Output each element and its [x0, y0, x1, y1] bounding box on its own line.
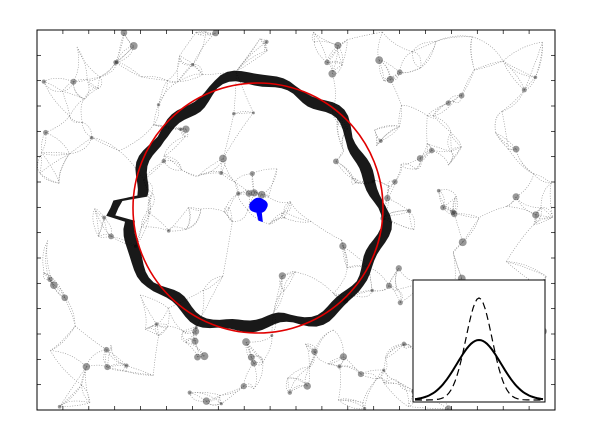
halo	[370, 288, 374, 293]
halo	[156, 103, 161, 107]
halo	[250, 360, 257, 367]
halo	[182, 125, 190, 133]
halo	[82, 362, 91, 371]
halo	[270, 334, 274, 338]
halo	[219, 154, 227, 163]
halo	[395, 265, 402, 272]
inset-solid-curve	[414, 338, 544, 401]
halo	[385, 282, 392, 289]
inset	[412, 279, 546, 403]
halo	[240, 383, 247, 390]
halo	[102, 215, 107, 220]
halo	[339, 242, 347, 250]
halo	[47, 276, 53, 283]
halo	[333, 158, 339, 165]
halo	[232, 112, 236, 116]
halo	[57, 404, 62, 409]
halo	[339, 353, 348, 361]
halo	[401, 341, 407, 347]
halo	[43, 129, 49, 136]
halo	[311, 348, 318, 355]
halo	[384, 194, 391, 202]
halo	[533, 75, 538, 80]
halo	[161, 158, 166, 164]
halo	[357, 371, 364, 378]
halo	[512, 145, 520, 153]
halo	[392, 179, 398, 185]
center-blob	[249, 197, 268, 223]
halo	[444, 405, 452, 410]
halo	[249, 171, 255, 177]
halo	[278, 272, 286, 280]
halo	[440, 204, 446, 211]
halo	[458, 92, 465, 99]
halo	[303, 382, 311, 390]
halo	[190, 63, 195, 67]
halo	[386, 75, 395, 84]
halo	[202, 397, 211, 405]
inset-dashed-curve	[415, 297, 543, 401]
halo	[89, 135, 94, 140]
fit-circle	[132, 82, 384, 334]
halo	[236, 191, 241, 196]
halo	[50, 281, 58, 289]
halo	[103, 346, 110, 353]
halo	[70, 78, 77, 85]
halo	[382, 368, 386, 372]
halo	[532, 211, 540, 219]
halo	[451, 210, 458, 218]
halo	[129, 42, 138, 50]
halo	[219, 402, 223, 406]
frame-ticks	[37, 30, 555, 410]
halo	[219, 171, 224, 176]
halo	[334, 41, 342, 50]
halo	[416, 155, 424, 162]
halo	[337, 364, 342, 369]
halo	[251, 111, 255, 115]
halo	[512, 193, 520, 201]
halo	[200, 352, 209, 361]
halo	[250, 189, 258, 197]
halo	[521, 87, 527, 93]
halo	[120, 30, 128, 36]
halo	[191, 337, 199, 345]
halo	[212, 30, 219, 37]
halo	[61, 294, 69, 302]
halo	[104, 364, 111, 371]
halo	[397, 300, 403, 306]
halo	[328, 69, 337, 78]
halo	[406, 208, 412, 214]
halo	[187, 390, 192, 395]
halo	[242, 338, 250, 346]
halo	[113, 60, 118, 65]
halo	[154, 322, 159, 326]
halo	[247, 353, 255, 361]
halo	[178, 127, 183, 132]
halo	[124, 363, 129, 368]
halo	[363, 406, 367, 410]
halo	[458, 238, 467, 247]
halo	[194, 353, 201, 361]
halo	[192, 328, 200, 335]
halo	[378, 138, 383, 143]
halo	[375, 56, 384, 64]
halo	[41, 79, 46, 84]
halo	[257, 190, 266, 199]
halo	[245, 190, 253, 197]
halo	[264, 39, 269, 45]
halo	[108, 233, 114, 240]
halo	[166, 229, 171, 233]
halo	[324, 59, 330, 66]
halo	[436, 188, 441, 193]
halo	[287, 390, 293, 395]
halo	[428, 147, 435, 154]
halo	[396, 69, 403, 76]
halo	[445, 100, 451, 106]
